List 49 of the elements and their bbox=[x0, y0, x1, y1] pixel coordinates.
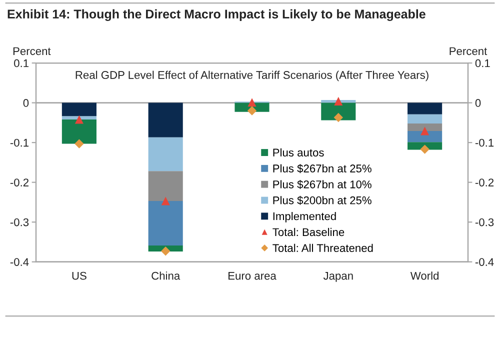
x-tick-label: World bbox=[410, 272, 438, 280]
chart-title: Exhibit 14: Though the Direct Macro Impact is Likely to be Manageable bbox=[8, 9, 426, 22]
y2-tick-label: -0.2 bbox=[475, 178, 494, 186]
y-tick-label: -0.1 bbox=[10, 138, 29, 147]
bar bbox=[408, 114, 442, 124]
x-tick-label: China bbox=[152, 272, 180, 280]
text: Real GDP Level Effect of Alternative Tariff Scenarios (After Three Years) bbox=[76, 70, 428, 82]
y2-tick-label: -0.3 bbox=[475, 218, 494, 226]
y2-tick-label: -0.4 bbox=[475, 258, 494, 266]
y2-tick-label: -0.1 bbox=[475, 138, 494, 147]
legend-label: Plus $267bn at 25% bbox=[273, 164, 372, 174]
point bbox=[160, 246, 170, 256]
bar bbox=[408, 123, 442, 132]
x-tick-label: US bbox=[72, 272, 86, 280]
bar bbox=[62, 102, 96, 116]
point bbox=[248, 98, 256, 107]
legend-label: Implemented bbox=[273, 212, 336, 222]
bar bbox=[148, 201, 183, 246]
bar bbox=[148, 137, 183, 172]
y-tick-label: 0.1 bbox=[14, 59, 29, 68]
point bbox=[420, 144, 430, 154]
point bbox=[74, 115, 84, 124]
y-tick-label: -0.2 bbox=[10, 178, 28, 186]
point bbox=[334, 96, 343, 106]
y-tick-label: 0 bbox=[23, 99, 29, 107]
legend-label: Plus $200bn at 25% bbox=[273, 196, 372, 205]
legend-label: Total: All Threatened bbox=[272, 244, 373, 252]
x-tick-label: Japan bbox=[323, 272, 353, 282]
bar bbox=[408, 102, 442, 114]
y2-tick-label: 0 bbox=[475, 99, 481, 107]
bar bbox=[62, 119, 96, 144]
point bbox=[247, 106, 257, 116]
y2-tick-label: 0.1 bbox=[475, 59, 490, 68]
legend-label: Total: Baseline bbox=[272, 228, 344, 236]
x-tick-label: Euro area bbox=[228, 272, 276, 280]
y-tick-label: -0.3 bbox=[10, 218, 29, 226]
point bbox=[74, 139, 84, 148]
bar bbox=[148, 102, 183, 138]
bar bbox=[148, 171, 183, 202]
y-tick-label: -0.4 bbox=[10, 258, 29, 266]
legend-label: Plus autos bbox=[273, 148, 324, 157]
point bbox=[334, 112, 344, 122]
y2-axis-title: Percent bbox=[450, 47, 488, 56]
bar bbox=[321, 102, 356, 120]
point bbox=[420, 126, 430, 136]
legend-label: Plus $267bn at 10% bbox=[273, 180, 372, 189]
point bbox=[161, 196, 170, 206]
bar bbox=[408, 131, 442, 142]
y-axis-title: Percent bbox=[13, 47, 51, 56]
